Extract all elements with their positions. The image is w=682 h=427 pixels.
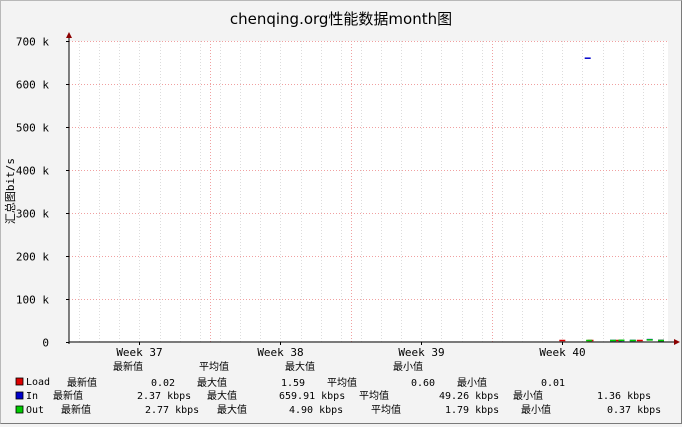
legend-label: 最小值 — [513, 389, 543, 402]
y-tick-label: 600 k — [16, 79, 49, 92]
x-tick-label: Week 40 — [539, 346, 585, 359]
chart-title: chenqing.org性能数据month图 — [230, 10, 452, 28]
legend-label: 最小值 — [521, 403, 551, 416]
legend-value: 0.01 — [541, 378, 565, 389]
legend-value: 659.91 kbps — [279, 391, 345, 402]
legend-value: 2.37 kbps — [137, 391, 191, 402]
legend-label: 平均值 — [327, 376, 357, 389]
legend-label: 最小值 — [457, 376, 487, 389]
y-axis-label: 汇总图bit/s — [3, 158, 17, 224]
legend-header-max: 最大值 — [285, 360, 315, 373]
y-tick-label: 700 k — [16, 36, 49, 49]
x-axis-arrow — [674, 339, 680, 345]
legend-label: 最大值 — [217, 403, 247, 416]
legend-row-out: Out 最新值 2.77 kbps 最大值 4.90 kbps 平均值 1.79… — [15, 403, 661, 416]
y-tick-label: 500 k — [16, 122, 49, 135]
legend-swatch-out — [15, 405, 24, 414]
legend-name-load: Load — [26, 377, 50, 388]
legend-label: 平均值 — [359, 389, 389, 402]
legend-swatch-in — [15, 391, 24, 400]
legend-header: 最新值 平均值 最大值 最小值 — [113, 360, 423, 373]
legend-swatch-load — [15, 377, 24, 386]
x-tick-label: Week 38 — [257, 346, 303, 359]
legend-label: 最大值 — [207, 389, 237, 402]
x-tick-label: Week 37 — [116, 346, 162, 359]
y-tick-labels: 0 100 k 200 k 300 k 400 k 500 k 600 k 700 k — [16, 36, 49, 350]
y-axis-arrow — [66, 32, 72, 38]
x-tick-label: Week 39 — [398, 346, 444, 359]
legend-label: 最大值 — [197, 376, 227, 389]
grid — [66, 41, 668, 345]
legend-header-last: 最新值 — [113, 360, 143, 373]
y-tick-label: 300 k — [16, 208, 49, 221]
legend-value: 49.26 kbps — [439, 391, 499, 402]
legend-name-in: In — [26, 391, 38, 402]
y-tick-label: 200 k — [16, 251, 49, 264]
legend-label: 最新值 — [67, 376, 97, 389]
legend-value: 1.36 kbps — [597, 391, 651, 402]
legend-label: 最新值 — [53, 389, 83, 402]
x-tick-labels: Week 37 Week 38 Week 39 Week 40 — [116, 346, 585, 359]
legend-value: 4.90 kbps — [289, 405, 343, 416]
y-tick-label: 0 — [42, 337, 49, 350]
legend-value: 1.79 kbps — [445, 405, 499, 416]
legend-value: 2.77 kbps — [145, 405, 199, 416]
y-tick-label: 400 k — [16, 165, 49, 178]
legend-row-in: In 最新值 2.37 kbps 最大值 659.91 kbps 平均值 49.… — [15, 389, 651, 402]
legend-value: 0.60 — [411, 378, 435, 389]
legend-row-load: Load 最新值 0.02 最大值 1.59 平均值 0.60 最小值 0.01 — [15, 376, 565, 389]
axes — [66, 32, 680, 345]
y-tick-label: 100 k — [16, 294, 49, 307]
plot-area — [69, 41, 668, 341]
legend-header-min: 最小值 — [393, 360, 423, 373]
legend-value: 1.59 — [281, 378, 305, 389]
legend-label: 最新值 — [61, 403, 91, 416]
legend-header-avg: 平均值 — [199, 360, 229, 373]
series-layer — [559, 57, 664, 342]
legend-name-out: Out — [26, 405, 44, 416]
legend-value: 0.37 kbps — [607, 405, 661, 416]
legend-label: 平均值 — [371, 403, 401, 416]
legend-value: 0.02 — [151, 378, 175, 389]
